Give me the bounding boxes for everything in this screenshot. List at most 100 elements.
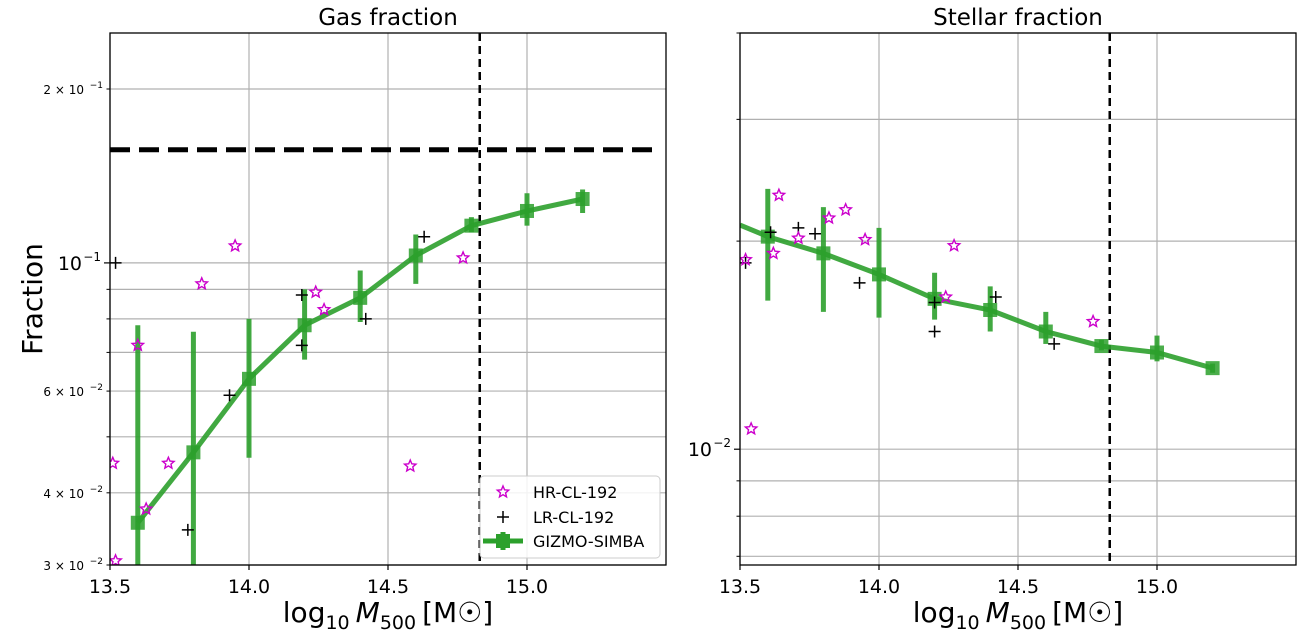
- x-axis-label: log10 M500 [M☉]: [283, 596, 493, 634]
- plot-area: [110, 33, 653, 565]
- lr-cl-192-marker: [989, 291, 1002, 304]
- gizmo-simba-line: [135, 196, 584, 525]
- lr-cl-192-marker: [181, 523, 194, 536]
- y-tick-exponent: −1: [83, 250, 101, 264]
- x-tick-label: 13.5: [719, 576, 761, 598]
- x-axis-label: log10 M500 [M☉]: [913, 596, 1123, 634]
- lr-cl-192-marker: [110, 256, 122, 269]
- y-tick-exponent: −2: [90, 383, 103, 393]
- hr-cl-192-marker: [790, 230, 806, 245]
- x-axis-label-unit: [M☉]: [422, 596, 493, 629]
- legend-box: [479, 475, 661, 559]
- gizmo-simba-marker: [186, 445, 201, 460]
- lr-cl-192-marker: [295, 288, 308, 301]
- hr-cl-192-marker: [130, 337, 146, 352]
- series-hr-cl-192: [110, 238, 471, 565]
- x-tick-label: 14.5: [367, 576, 409, 598]
- hr-cl-192-marker: [138, 501, 154, 516]
- gizmo-simba-line: [740, 222, 1214, 371]
- legend-label: HR-CL-192: [533, 483, 617, 502]
- gizmo-simba-marker: [130, 515, 145, 530]
- x-tick-label: 15.0: [1136, 576, 1178, 598]
- y-tick-exponent: −2: [713, 436, 731, 450]
- chart-title: Stellar fraction: [933, 5, 1103, 31]
- gas-fraction-panel: 13.5 14.0 14.5 15.010 −13 × 10 −24 × 10 −26 × …: [16, 5, 667, 634]
- hr-cl-192-marker: [455, 250, 471, 265]
- hr-cl-192-marker: [740, 251, 754, 267]
- y-tick-label: 10: [58, 253, 82, 275]
- x-tick-label: 14.5: [997, 576, 1039, 598]
- gizmo-simba-marker: [1150, 345, 1164, 360]
- x-tick-label: 14.0: [228, 576, 270, 598]
- hr-cl-192-marker: [743, 421, 759, 436]
- hr-cl-192-marker: [308, 284, 324, 299]
- lr-cl-192-marker: [764, 226, 777, 239]
- lr-cl-192-marker: [1048, 337, 1061, 350]
- gizmo-simba-marker: [464, 218, 479, 233]
- hr-cl-192-marker: [227, 238, 243, 253]
- x-tick-label: 13.5: [89, 576, 131, 598]
- x-axis-label-log: log: [913, 596, 956, 629]
- y-tick-label: 3 × 10: [43, 559, 84, 573]
- hr-cl-192-marker: [110, 553, 124, 565]
- gizmo-simba-marker: [242, 371, 256, 386]
- gizmo-simba-marker: [1094, 339, 1109, 354]
- hr-cl-192-marker: [1085, 313, 1101, 328]
- y-tick-label: 4 × 10: [43, 487, 84, 501]
- gizmo-simba-marker: [353, 290, 368, 305]
- y-tick-exponent: −2: [90, 485, 103, 495]
- lr-cl-192-marker: [809, 227, 822, 240]
- hr-cl-192-marker: [402, 458, 418, 473]
- lr-cl-192-marker: [418, 230, 431, 243]
- legend: HR-CL-192 LR-CL-192 GIZMO-SIMBA: [479, 475, 661, 559]
- hr-cl-192-marker: [194, 276, 210, 291]
- series-gizmo-simba: [130, 189, 590, 565]
- x-axis-label-m: M: [356, 596, 380, 629]
- gizmo-simba-marker: [520, 203, 534, 218]
- hr-cl-192-marker: [946, 237, 962, 252]
- x-axis-label-unit: [M☉]: [1052, 596, 1123, 629]
- legend-label: GIZMO-SIMBA: [533, 532, 644, 551]
- gizmo-simba-marker: [297, 318, 312, 333]
- lr-cl-192-marker: [853, 276, 866, 289]
- x-tick-label: 15.0: [506, 576, 548, 598]
- series-gizmo-simba: [740, 188, 1220, 376]
- lr-cl-192-marker: [928, 325, 941, 338]
- lr-cl-192-marker: [295, 339, 308, 352]
- x-axis-label-log: log: [283, 596, 326, 629]
- hr-cl-192-marker: [771, 187, 787, 202]
- lr-cl-192-marker: [359, 312, 372, 325]
- hr-cl-192-marker: [857, 231, 873, 246]
- hr-cl-192-marker: [316, 301, 332, 316]
- legend-label: LR-CL-192: [533, 508, 614, 527]
- x-axis-label-sub: 500: [1010, 612, 1046, 634]
- gizmo-simba-marker: [1205, 361, 1220, 376]
- gizmo-simba-marker: [1038, 324, 1053, 339]
- y-tick-label: 2 × 10: [43, 83, 84, 97]
- hr-cl-192-marker: [160, 455, 176, 470]
- hr-cl-192-marker: [110, 455, 121, 470]
- y-tick-exponent: −1: [90, 81, 103, 91]
- legend-marker-star: [495, 484, 511, 499]
- x-tick-label: 14.0: [858, 576, 900, 598]
- gizmo-simba-marker: [575, 192, 590, 207]
- series-lr-cl-192: [740, 221, 1061, 350]
- x-axis-label-base: 10: [955, 612, 979, 634]
- gizmo-simba-marker: [408, 248, 423, 263]
- hr-cl-192-marker: [838, 201, 854, 217]
- chart-title: Gas fraction: [318, 5, 458, 31]
- y-tick-label: 10: [688, 439, 712, 461]
- y-axis-label: Fraction: [16, 243, 49, 355]
- lr-cl-192-marker: [223, 389, 236, 402]
- gizmo-simba-marker: [872, 267, 886, 282]
- series-lr-cl-192: [110, 230, 431, 536]
- y-tick-exponent: −2: [90, 557, 103, 567]
- series-hr-cl-192: [740, 187, 1101, 436]
- plot-area: [740, 33, 1220, 565]
- hr-cl-192-marker: [765, 245, 781, 260]
- y-tick-label: 6 × 10: [43, 385, 84, 399]
- lr-cl-192-marker: [928, 296, 941, 309]
- x-axis-label-m: M: [986, 596, 1010, 629]
- x-axis-label-base: 10: [325, 612, 349, 634]
